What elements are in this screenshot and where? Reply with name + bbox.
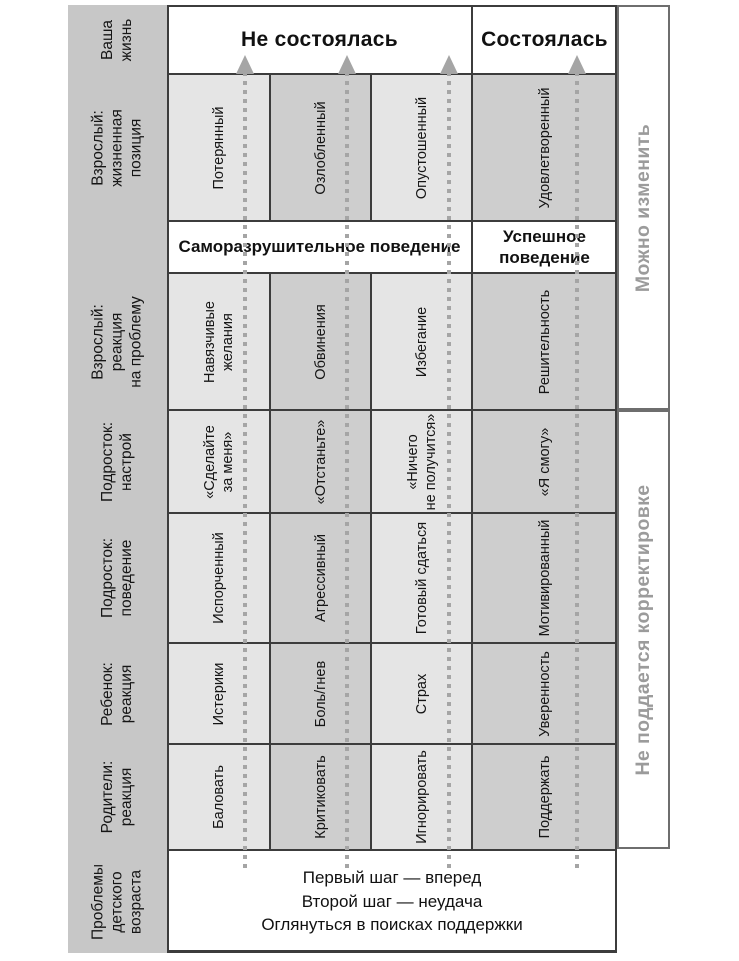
- panel-can-change: Можно изменить: [617, 5, 670, 410]
- header-life-realized: Состоялась: [472, 5, 617, 74]
- cell-text: Навязчивые желания: [201, 300, 236, 383]
- cell-fear: Страх: [371, 643, 472, 744]
- cell-tantrums: Истерики: [167, 643, 270, 744]
- cell-i-can: «Я смогу»: [472, 410, 617, 513]
- panel-not-correctable: Не поддается корректировке: [617, 410, 670, 849]
- cell-spoiled: Испорченный: [167, 513, 270, 643]
- cell-pain-anger: Боль/гнев: [270, 643, 371, 744]
- cell-nothing-will-work: «Ничего не получится»: [371, 410, 472, 513]
- cell-criticize: Критиковать: [270, 744, 371, 850]
- cell-text: Игнорировать: [413, 750, 430, 844]
- bottom-note-text: Первый шаг — вперед Второй шаг — неудача…: [261, 868, 523, 935]
- row-label-parents-reaction: Родители: реакция: [68, 744, 167, 850]
- cell-devastated: Опустошенный: [371, 74, 472, 221]
- band-self-destructive-behavior: Саморазрушительное поведение: [167, 221, 472, 273]
- cell-text: Решительность: [536, 289, 553, 394]
- row-label-text: Взрослый: реакция на проблему: [89, 295, 144, 388]
- cell-text: Потерянный: [210, 106, 227, 189]
- panel-text: Не поддается корректировке: [631, 483, 654, 776]
- cell-text: Боль/гнев: [312, 660, 329, 727]
- row-label-text: Взрослый: жизненная позиция: [89, 108, 144, 187]
- cell-text: Критиковать: [312, 755, 329, 839]
- cell-text: «Сделайте за меня»: [201, 424, 236, 499]
- row-label-column: [68, 5, 167, 953]
- row-label-teen-attitude: Подросток: настрой: [68, 410, 167, 513]
- cell-text: Агрессивный: [312, 534, 329, 622]
- header-text: Не состоялась: [241, 27, 398, 51]
- cell-leave-me-alone: «Отстаньте»: [270, 410, 371, 513]
- cell-accusations: Обвинения: [270, 273, 371, 410]
- band-text: Успешное поведение: [499, 226, 590, 267]
- cell-text: Избегание: [413, 306, 430, 377]
- row-label-childhood-problems: Проблемы детского возраста: [68, 850, 167, 953]
- cell-text: «Отстаньте»: [312, 419, 329, 504]
- row-label-text: Подросток: поведение: [98, 537, 135, 619]
- cell-support: Поддержать: [472, 744, 617, 850]
- cell-ignore: Игнорировать: [371, 744, 472, 850]
- cell-decisiveness: Решительность: [472, 273, 617, 410]
- cell-aggressive: Агрессивный: [270, 513, 371, 643]
- dotted-guide-line: [243, 72, 247, 871]
- cell-satisfied: Удовлетворенный: [472, 74, 617, 221]
- cell-motivated: Мотивированный: [472, 513, 617, 643]
- row-label-your-life: Ваша жизнь: [68, 5, 167, 74]
- cell-text: Опустошенный: [413, 96, 430, 199]
- up-arrow-icon: [568, 55, 586, 74]
- cell-obsessive-desires: Навязчивые желания: [167, 273, 270, 410]
- cell-text: Озлобленный: [312, 100, 329, 195]
- cell-confidence: Уверенность: [472, 643, 617, 744]
- row-label-teen-behavior: Подросток: поведение: [68, 513, 167, 643]
- cell-text: Готовый сдаться: [413, 521, 430, 635]
- cell-pamper: Баловать: [167, 744, 270, 850]
- dotted-guide-line: [575, 72, 579, 871]
- cell-text: Испорченный: [210, 532, 227, 624]
- cell-text: Уверенность: [536, 650, 553, 737]
- cell-text: «Я смогу»: [536, 427, 553, 496]
- cell-text: Мотивированный: [536, 519, 553, 637]
- dotted-guide-line: [345, 72, 349, 871]
- cell-embittered: Озлобленный: [270, 74, 371, 221]
- header-text: Состоялась: [481, 27, 608, 51]
- cell-text: Баловать: [210, 765, 227, 829]
- band-text: Саморазрушительное поведение: [178, 237, 461, 257]
- row-label-child-reaction: Ребенок: реакция: [68, 643, 167, 744]
- row-label-text: Родители: реакция: [98, 760, 135, 834]
- row-label-text: Ребенок: реакция: [98, 661, 135, 726]
- row-label-text: Проблемы детского возраста: [89, 863, 144, 940]
- row-label-text: Подросток: настрой: [98, 421, 135, 502]
- dotted-guide-line: [447, 72, 451, 871]
- cell-do-it-for-me: «Сделайте за меня»: [167, 410, 270, 513]
- cell-text: Истерики: [210, 662, 227, 725]
- cell-lost: Потерянный: [167, 74, 270, 221]
- header-life-not-realized: Не состоялась: [167, 5, 472, 74]
- cell-ready-to-give-up: Готовый сдаться: [371, 513, 472, 643]
- cell-text: Поддержать: [536, 755, 553, 839]
- up-arrow-icon: [236, 55, 254, 74]
- cell-text: Удовлетворенный: [536, 87, 553, 208]
- row-label-text: Ваша жизнь: [98, 18, 135, 61]
- up-arrow-icon: [338, 55, 356, 74]
- up-arrow-icon: [440, 55, 458, 74]
- cell-text: Обвинения: [312, 303, 329, 380]
- band-successful-behavior: Успешное поведение: [472, 221, 617, 273]
- row-label-adult-life-position: Взрослый: жизненная позиция: [68, 74, 167, 221]
- row-label-adult-reaction: Взрослый: реакция на проблему: [68, 273, 167, 410]
- cell-text: «Ничего не получится»: [404, 413, 439, 510]
- cell-avoidance: Избегание: [371, 273, 472, 410]
- bottom-note-box: Первый шаг — вперед Второй шаг — неудача…: [167, 850, 617, 953]
- panel-text: Можно изменить: [631, 123, 654, 292]
- cell-text: Страх: [413, 673, 430, 714]
